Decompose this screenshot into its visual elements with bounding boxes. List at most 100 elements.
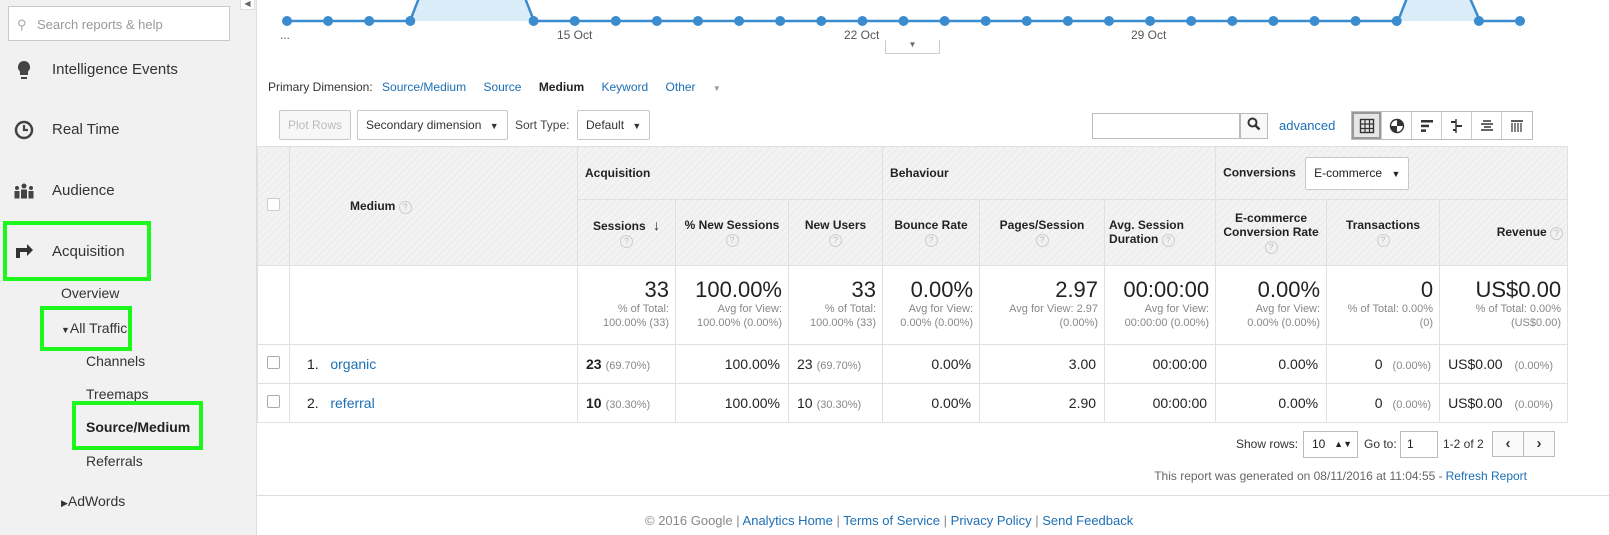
dimension-other-dropdown[interactable]: Other ▼: [666, 80, 735, 94]
help-icon[interactable]: ?: [1550, 227, 1564, 240]
timeline-point[interactable]: [693, 16, 703, 26]
advanced-filter-link[interactable]: advanced: [1279, 118, 1336, 133]
footer-link-terms[interactable]: Terms of Service: [843, 513, 941, 528]
timeline-point[interactable]: [1391, 16, 1402, 26]
sidebar-subitem-source-medium[interactable]: Source/Medium: [86, 419, 191, 435]
transactions-column-header[interactable]: Transactions?: [1326, 199, 1441, 266]
timeline-point[interactable]: [405, 16, 416, 26]
footer-link-privacy[interactable]: Privacy Policy: [950, 513, 1032, 528]
search-icon[interactable]: [1240, 113, 1268, 139]
timeline-point[interactable]: [1227, 16, 1238, 26]
revenue-column-header[interactable]: Revenue ?: [1439, 199, 1569, 266]
comparison-view-icon[interactable]: [1442, 112, 1472, 139]
sort-type-label: Sort Type:: [515, 118, 570, 132]
search-input[interactable]: ⚲ Search reports & help: [8, 6, 230, 41]
total-pages-session: 2.97 Avg for View: 2.97 (0.00%): [979, 265, 1106, 345]
timeline-point[interactable]: [1515, 16, 1525, 26]
timeline-point[interactable]: [528, 16, 539, 26]
sidebar-item-intelligence-events[interactable]: Intelligence Events: [0, 50, 257, 90]
help-icon[interactable]: ?: [1161, 234, 1175, 247]
sidebar-subitem-treemaps[interactable]: Treemaps: [86, 386, 149, 402]
sidebar-item-acquisition[interactable]: Acquisition: [0, 232, 257, 272]
table-filter-input[interactable]: [1092, 113, 1240, 139]
performance-view-icon[interactable]: [1412, 112, 1442, 139]
select-all-checkbox[interactable]: [267, 198, 280, 211]
footer-link-feedback[interactable]: Send Feedback: [1042, 513, 1134, 528]
sort-type-dropdown[interactable]: Default ▼: [577, 110, 651, 140]
medium-link[interactable]: referral: [330, 395, 375, 411]
sidebar-item-audience[interactable]: Audience: [0, 171, 257, 211]
sidebar-subitem-overview[interactable]: Overview: [61, 285, 120, 301]
dimension-keyword-link[interactable]: Keyword: [601, 80, 649, 94]
timeline-point[interactable]: [939, 16, 950, 26]
timeline-point[interactable]: [610, 16, 621, 26]
total-revenue: US$0.00% of Total: 0.00% (US$0.00): [1439, 265, 1569, 345]
timeline-point[interactable]: [734, 16, 745, 26]
term-cloud-view-icon[interactable]: [1472, 112, 1502, 139]
table-view-icon[interactable]: [1352, 112, 1382, 139]
show-rows-select[interactable]: 10 ▲▼: [1303, 431, 1358, 458]
collapse-sidebar-button[interactable]: ◀: [240, 0, 255, 10]
timeline-point[interactable]: [1309, 16, 1320, 26]
primary-dimension-label: Primary Dimension:: [268, 80, 373, 94]
help-icon[interactable]: ?: [398, 200, 412, 214]
avg-session-duration-column-header[interactable]: Avg. Session Duration ?: [1104, 199, 1217, 266]
secondary-dimension-dropdown[interactable]: Secondary dimension ▼: [357, 110, 508, 140]
help-icon[interactable]: ?: [1035, 234, 1049, 247]
pivot-view-icon[interactable]: [1502, 112, 1532, 139]
help-icon[interactable]: ?: [725, 234, 739, 247]
help-icon[interactable]: ?: [620, 234, 633, 248]
timeline-point[interactable]: [1268, 16, 1279, 26]
bounce-rate-column-header[interactable]: Bounce Rate?: [882, 199, 981, 266]
timeline-point[interactable]: [775, 16, 786, 26]
row-checkbox[interactable]: [267, 356, 280, 369]
ecommerce-rate-column-header[interactable]: E-commerce Conversion Rate?: [1215, 199, 1328, 266]
medium-link[interactable]: organic: [330, 356, 377, 372]
conversions-goal-dropdown[interactable]: E-commerce ▼: [1305, 156, 1410, 190]
timeline-point[interactable]: [980, 16, 991, 26]
help-icon[interactable]: ?: [829, 234, 843, 247]
sessions-column-header[interactable]: Sessions ↓?: [577, 199, 676, 266]
timeline-point[interactable]: [323, 16, 334, 26]
timeline-point[interactable]: [1062, 16, 1073, 26]
previous-page-button[interactable]: ‹: [1492, 431, 1524, 457]
sidebar-item-real-time[interactable]: Real Time: [0, 110, 257, 150]
timeline-point[interactable]: [364, 16, 375, 26]
refresh-report-link[interactable]: Refresh Report: [1445, 469, 1527, 483]
timeline-point[interactable]: [898, 16, 909, 26]
timeline-point[interactable]: [857, 16, 868, 26]
row-checkbox[interactable]: [267, 395, 280, 408]
new-users-column-header[interactable]: New Users?: [787, 199, 884, 266]
timeline-point[interactable]: [1350, 16, 1361, 26]
timeline-point[interactable]: [816, 16, 827, 26]
sidebar-subitem-referrals[interactable]: Referrals: [86, 453, 143, 469]
expand-chart-button[interactable]: ▼: [885, 40, 940, 54]
timeline-point[interactable]: [569, 16, 580, 26]
medium-column-header[interactable]: Medium ?: [289, 146, 578, 266]
timeline-point[interactable]: [1021, 16, 1032, 26]
timeline-point[interactable]: [1473, 16, 1484, 26]
help-icon[interactable]: ?: [924, 234, 938, 247]
goto-page-input[interactable]: 1: [1400, 431, 1438, 458]
pie-view-icon[interactable]: [1382, 112, 1412, 139]
dimension-medium-selected[interactable]: Medium: [538, 80, 585, 94]
sidebar-subitem-all-traffic[interactable]: ▼All Traffic: [61, 320, 127, 336]
timeline-point[interactable]: [1104, 16, 1114, 26]
timeline-point[interactable]: [282, 16, 292, 26]
timeline-point[interactable]: [1145, 16, 1156, 26]
help-icon[interactable]: ?: [1376, 234, 1390, 247]
total-value: 00:00:00: [1123, 277, 1210, 302]
pages-session-column-header[interactable]: Pages/Session?: [979, 199, 1106, 266]
sidebar-subitem-adwords[interactable]: ▶AdWords: [61, 493, 125, 509]
next-page-button[interactable]: ›: [1523, 431, 1555, 457]
plot-rows-button[interactable]: Plot Rows: [279, 110, 352, 140]
sidebar-subitem-channels[interactable]: Channels: [86, 353, 146, 369]
help-icon[interactable]: ?: [1264, 241, 1278, 254]
sessions-cell: 10 (30.30%): [577, 383, 676, 423]
timeline-point[interactable]: [651, 16, 662, 26]
dimension-source-link[interactable]: Source: [483, 80, 522, 94]
footer-link-analytics-home[interactable]: Analytics Home: [742, 513, 833, 528]
timeline-point[interactable]: [1186, 16, 1197, 26]
new-sessions-column-header[interactable]: % New Sessions?: [675, 199, 789, 266]
dimension-source-medium-link[interactable]: Source/Medium: [382, 80, 467, 94]
